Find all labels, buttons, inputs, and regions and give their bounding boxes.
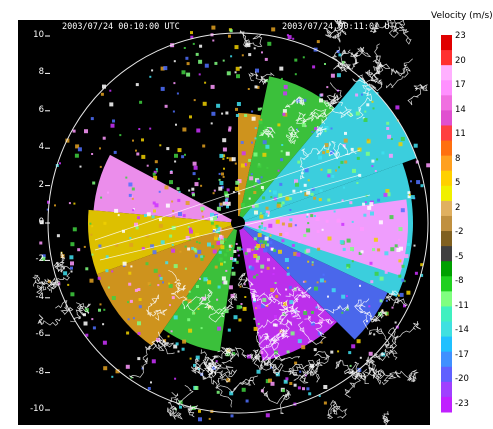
colorbar-label: -2 [455, 227, 464, 238]
colorbar-swatch [441, 125, 452, 142]
colorbar-label: 11 [455, 129, 466, 140]
colorbar-swatch [441, 215, 452, 232]
colorbar-swatch [441, 35, 452, 51]
y-tick-label: -6 [35, 329, 44, 340]
colorbar-label: 17 [455, 80, 466, 91]
radar-site-marker [231, 216, 245, 230]
beam-outlines [94, 149, 371, 261]
y-tick-label: 6 [38, 104, 44, 115]
colorbar-label: 8 [455, 153, 461, 164]
green-sector [163, 223, 238, 352]
y-tick-label: 10 [33, 30, 44, 40]
colorbar-label: 14 [455, 104, 466, 115]
y-tick-label: -8 [35, 366, 44, 377]
orange-sector-upper [238, 113, 261, 223]
start-timestamp: 2003/07/24 00:10:00 UTC [62, 22, 180, 32]
colorbar-label: -14 [455, 325, 469, 336]
colorbar-swatch [441, 246, 452, 262]
colorbar-swatch [441, 110, 452, 126]
colorbar-swatch [441, 170, 452, 187]
terrain-contours [32, 11, 428, 429]
y-axis-ticks [45, 35, 50, 411]
colorbar-swatches [441, 35, 452, 413]
colorbar-label: -5 [455, 251, 464, 262]
y-tick-label: -2 [35, 254, 44, 265]
pink-sector-right [238, 199, 408, 276]
colorbar-swatch [441, 291, 452, 307]
y-tick-label: 8 [38, 67, 44, 78]
colorbar-label: -17 [455, 349, 469, 360]
colorbar-swatch [441, 306, 452, 323]
colorbar-label: 23 [455, 31, 466, 41]
colorbar-swatch [441, 140, 452, 157]
colorbar-swatch [441, 155, 452, 172]
end-timestamp: 2003/07/24 00:11:01 UTC [282, 22, 400, 32]
y-tick-label: -4 [35, 291, 44, 302]
colorbar-swatch [441, 231, 452, 247]
colorbar-swatch [441, 261, 452, 277]
colorbar-swatch [441, 185, 452, 202]
colorbar-swatch [441, 366, 452, 383]
colorbar-title: Velocity (m/s) [431, 11, 493, 21]
colorbar-label: -23 [455, 399, 469, 409]
colorbar-swatch [441, 321, 452, 338]
colorbar-label: 5 [455, 178, 461, 189]
colorbar-label: 2 [455, 202, 461, 213]
orange-sector [97, 223, 238, 346]
colorbar-swatch [441, 381, 452, 398]
colorbar-swatch [441, 95, 452, 111]
colorbar-swatch [441, 200, 452, 217]
colorbar-label: 20 [455, 55, 466, 66]
colorbar-label: -8 [455, 276, 464, 287]
colorbar-swatch [441, 396, 452, 413]
colorbar-swatch [441, 50, 452, 66]
velocity-speckle [39, 25, 431, 422]
colorbar-label: -20 [455, 374, 469, 385]
colorbar-swatch [441, 351, 452, 368]
y-tick-label: 0 [38, 217, 44, 227]
y-tick-label: 2 [38, 179, 44, 190]
colorbar-swatch [441, 336, 452, 353]
blue-sector [238, 223, 388, 340]
colorbar-swatch [441, 65, 452, 81]
y-tick-label: -10 [30, 404, 44, 414]
y-axis-label: Range (km) [7, 192, 18, 246]
colorbar-label: -11 [455, 300, 469, 311]
colorbar-swatch [441, 276, 452, 292]
y-tick-label: 4 [38, 142, 44, 153]
colorbar-swatch [441, 80, 452, 96]
